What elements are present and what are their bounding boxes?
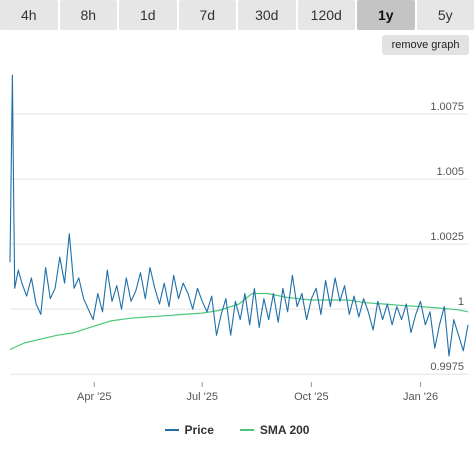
legend-swatch-sma-200 bbox=[239, 429, 254, 431]
tab-1y[interactable]: 1y bbox=[357, 0, 415, 30]
tab-1d[interactable]: 1d bbox=[119, 0, 177, 30]
chart-legend: Price SMA 200 bbox=[0, 420, 474, 440]
legend-swatch-price bbox=[164, 429, 179, 431]
tab-7d[interactable]: 7d bbox=[178, 0, 236, 30]
x-tick-label-1: Jul '25 bbox=[186, 391, 217, 403]
x-axis-ticks: Apr '25 Jul '25 Oct '25 Jan '26 bbox=[77, 382, 438, 403]
y-tick-label-4: 1.0075 bbox=[430, 101, 464, 113]
y-tick-label-1: 1 bbox=[458, 296, 464, 308]
x-tick-label-2: Oct '25 bbox=[294, 391, 329, 403]
tab-5y[interactable]: 5y bbox=[416, 0, 474, 30]
price-series bbox=[9, 74, 469, 357]
timeframe-tabs: 4h 8h 1d 7d 30d 120d 1y 5y bbox=[0, 0, 474, 30]
grid-lines bbox=[10, 113, 468, 375]
price-chart: 0.9975 1 1.0025 1.005 1.0075 Apr '25 Jul '25 O… bbox=[9, 74, 469, 403]
legend-label-sma-200: SMA 200 bbox=[259, 423, 310, 437]
price-line bbox=[9, 74, 469, 357]
tab-8h[interactable]: 8h bbox=[59, 0, 117, 30]
y-tick-label-2: 1.0025 bbox=[430, 231, 464, 243]
tab-120d[interactable]: 120d bbox=[297, 0, 355, 30]
y-tick-label-0: 0.9975 bbox=[430, 361, 464, 373]
sma-200-series bbox=[9, 292, 469, 351]
y-axis-ticks: 0.9975 1 1.0025 1.005 1.0075 bbox=[430, 101, 464, 373]
remove-graph-button[interactable]: remove graph bbox=[382, 35, 469, 55]
y-tick-label-3: 1.005 bbox=[436, 166, 464, 178]
sma-200-line bbox=[9, 292, 469, 351]
tab-30d[interactable]: 30d bbox=[238, 0, 296, 30]
legend-label-price: Price bbox=[184, 423, 214, 437]
x-tick-label-3: Jan '26 bbox=[403, 391, 438, 403]
x-tick-label-0: Apr '25 bbox=[77, 391, 112, 403]
tab-4h[interactable]: 4h bbox=[0, 0, 58, 30]
legend-item-sma-200[interactable]: SMA 200 bbox=[239, 420, 310, 440]
legend-item-price[interactable]: Price bbox=[164, 420, 214, 440]
